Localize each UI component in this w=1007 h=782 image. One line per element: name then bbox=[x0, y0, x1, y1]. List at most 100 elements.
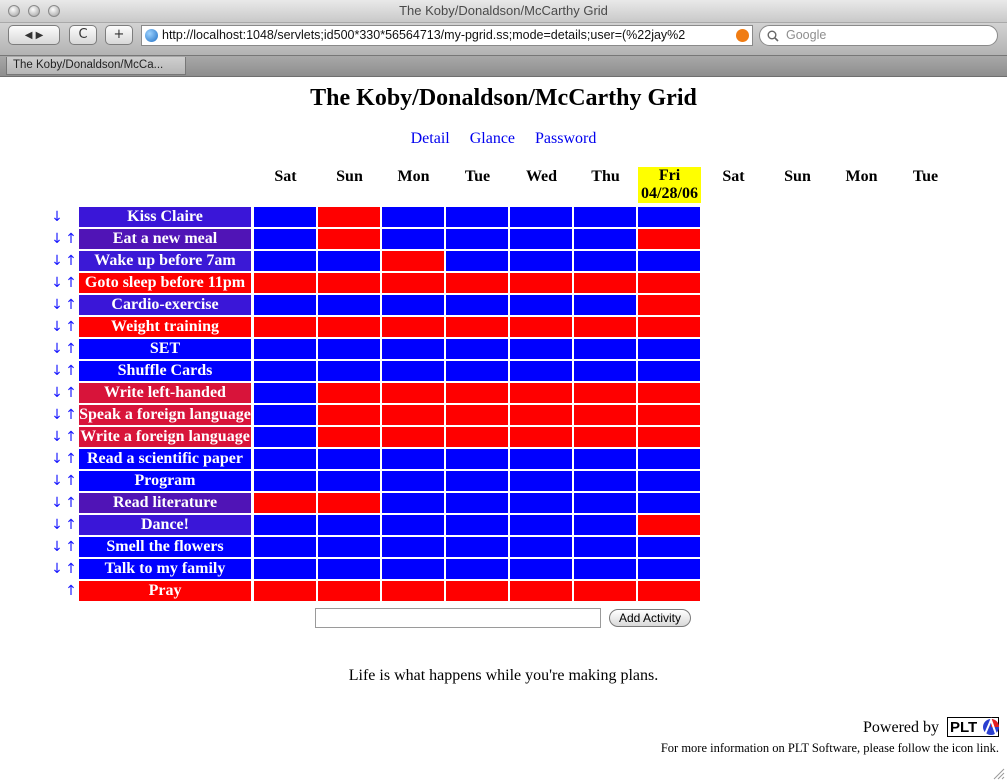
grid-cell-done[interactable] bbox=[382, 559, 444, 579]
move-up-arrow[interactable]: ↑ bbox=[65, 341, 77, 357]
activity-label[interactable]: Weight training bbox=[79, 317, 251, 337]
move-down-arrow[interactable]: ↓ bbox=[51, 517, 63, 533]
rss-icon[interactable] bbox=[736, 29, 749, 42]
grid-cell-missed[interactable] bbox=[510, 405, 572, 425]
grid-cell-done[interactable] bbox=[318, 515, 380, 535]
plt-logo-icon[interactable]: PLT bbox=[947, 717, 999, 737]
grid-cell-done[interactable] bbox=[574, 449, 636, 469]
grid-cell-done[interactable] bbox=[318, 471, 380, 491]
move-up-arrow[interactable]: ↑ bbox=[65, 429, 77, 445]
grid-cell-missed[interactable] bbox=[638, 295, 700, 315]
grid-cell-done[interactable] bbox=[446, 471, 508, 491]
grid-cell-done[interactable] bbox=[510, 361, 572, 381]
address-bar[interactable]: http://localhost:1048/servlets;id500*330… bbox=[141, 25, 753, 46]
grid-cell-missed[interactable] bbox=[318, 273, 380, 293]
grid-cell-done[interactable] bbox=[446, 449, 508, 469]
grid-cell-missed[interactable] bbox=[382, 273, 444, 293]
grid-cell-done[interactable] bbox=[510, 471, 572, 491]
grid-cell-done[interactable] bbox=[446, 207, 508, 227]
move-down-arrow[interactable]: ↓ bbox=[51, 561, 63, 577]
grid-cell-done[interactable] bbox=[446, 229, 508, 249]
activity-label[interactable]: SET bbox=[79, 339, 251, 359]
grid-cell-done[interactable] bbox=[446, 559, 508, 579]
grid-cell-done[interactable] bbox=[574, 471, 636, 491]
grid-cell-missed[interactable] bbox=[318, 405, 380, 425]
move-down-arrow[interactable]: ↓ bbox=[51, 385, 63, 401]
grid-cell-done[interactable] bbox=[446, 361, 508, 381]
move-up-arrow[interactable]: ↑ bbox=[65, 297, 77, 313]
grid-cell-missed[interactable] bbox=[254, 317, 316, 337]
grid-cell-done[interactable] bbox=[510, 537, 572, 557]
grid-cell-missed[interactable] bbox=[382, 251, 444, 271]
grid-cell-done[interactable] bbox=[254, 559, 316, 579]
grid-cell-done[interactable] bbox=[382, 229, 444, 249]
grid-cell-done[interactable] bbox=[382, 537, 444, 557]
activity-label[interactable]: Cardio-exercise bbox=[79, 295, 251, 315]
grid-cell-done[interactable] bbox=[574, 361, 636, 381]
grid-cell-missed[interactable] bbox=[382, 383, 444, 403]
grid-cell-done[interactable] bbox=[254, 295, 316, 315]
grid-cell-missed[interactable] bbox=[574, 581, 636, 601]
move-up-arrow[interactable]: ↑ bbox=[65, 407, 77, 423]
grid-cell-done[interactable] bbox=[382, 339, 444, 359]
grid-cell-done[interactable] bbox=[574, 559, 636, 579]
grid-cell-done[interactable] bbox=[638, 339, 700, 359]
minimize-window-button[interactable] bbox=[28, 5, 40, 17]
grid-cell-missed[interactable] bbox=[318, 493, 380, 513]
grid-cell-missed[interactable] bbox=[318, 383, 380, 403]
nav-link-password[interactable]: Password bbox=[535, 130, 597, 147]
move-up-arrow[interactable]: ↑ bbox=[65, 539, 77, 555]
grid-cell-missed[interactable] bbox=[318, 207, 380, 227]
move-up-arrow[interactable]: ↑ bbox=[65, 473, 77, 489]
grid-cell-done[interactable] bbox=[574, 339, 636, 359]
grid-cell-done[interactable] bbox=[510, 339, 572, 359]
close-window-button[interactable] bbox=[8, 5, 20, 17]
move-down-arrow[interactable]: ↓ bbox=[51, 319, 63, 335]
grid-cell-missed[interactable] bbox=[638, 317, 700, 337]
grid-cell-missed[interactable] bbox=[510, 383, 572, 403]
activity-label[interactable]: Read a scientific paper bbox=[79, 449, 251, 469]
grid-cell-done[interactable] bbox=[574, 493, 636, 513]
grid-cell-done[interactable] bbox=[446, 251, 508, 271]
zoom-window-button[interactable] bbox=[48, 5, 60, 17]
activity-label[interactable]: Shuffle Cards bbox=[79, 361, 251, 381]
activity-label[interactable]: Write left-handed bbox=[79, 383, 251, 403]
grid-cell-done[interactable] bbox=[382, 449, 444, 469]
grid-cell-done[interactable] bbox=[446, 295, 508, 315]
grid-cell-missed[interactable] bbox=[318, 229, 380, 249]
add-activity-button[interactable]: Add Activity bbox=[609, 609, 691, 627]
move-down-arrow[interactable]: ↓ bbox=[51, 539, 63, 555]
grid-cell-done[interactable] bbox=[318, 251, 380, 271]
grid-cell-done[interactable] bbox=[574, 537, 636, 557]
grid-cell-done[interactable] bbox=[446, 493, 508, 513]
move-down-arrow[interactable]: ↓ bbox=[51, 363, 63, 379]
grid-cell-done[interactable] bbox=[254, 537, 316, 557]
grid-cell-done[interactable] bbox=[510, 251, 572, 271]
grid-cell-missed[interactable] bbox=[574, 383, 636, 403]
move-up-arrow[interactable]: ↑ bbox=[65, 253, 77, 269]
add-bookmark-button[interactable]: + bbox=[105, 25, 133, 45]
move-up-arrow[interactable]: ↑ bbox=[65, 561, 77, 577]
grid-cell-missed[interactable] bbox=[574, 273, 636, 293]
grid-cell-done[interactable] bbox=[638, 207, 700, 227]
grid-cell-done[interactable] bbox=[510, 295, 572, 315]
grid-cell-done[interactable] bbox=[254, 405, 316, 425]
grid-cell-missed[interactable] bbox=[446, 581, 508, 601]
grid-cell-done[interactable] bbox=[382, 493, 444, 513]
grid-cell-missed[interactable] bbox=[574, 405, 636, 425]
grid-cell-missed[interactable] bbox=[510, 317, 572, 337]
grid-cell-done[interactable] bbox=[254, 427, 316, 447]
move-down-arrow[interactable]: ↓ bbox=[51, 275, 63, 291]
move-up-arrow[interactable]: ↑ bbox=[65, 495, 77, 511]
grid-cell-done[interactable] bbox=[254, 361, 316, 381]
move-up-arrow[interactable]: ↑ bbox=[65, 275, 77, 291]
grid-cell-missed[interactable] bbox=[446, 273, 508, 293]
grid-cell-done[interactable] bbox=[318, 295, 380, 315]
grid-cell-done[interactable] bbox=[638, 537, 700, 557]
activity-label[interactable]: Pray bbox=[79, 581, 251, 601]
grid-cell-done[interactable] bbox=[510, 207, 572, 227]
grid-cell-missed[interactable] bbox=[254, 273, 316, 293]
move-up-arrow[interactable]: ↑ bbox=[65, 451, 77, 467]
grid-cell-done[interactable] bbox=[254, 339, 316, 359]
move-up-arrow[interactable]: ↑ bbox=[65, 517, 77, 533]
